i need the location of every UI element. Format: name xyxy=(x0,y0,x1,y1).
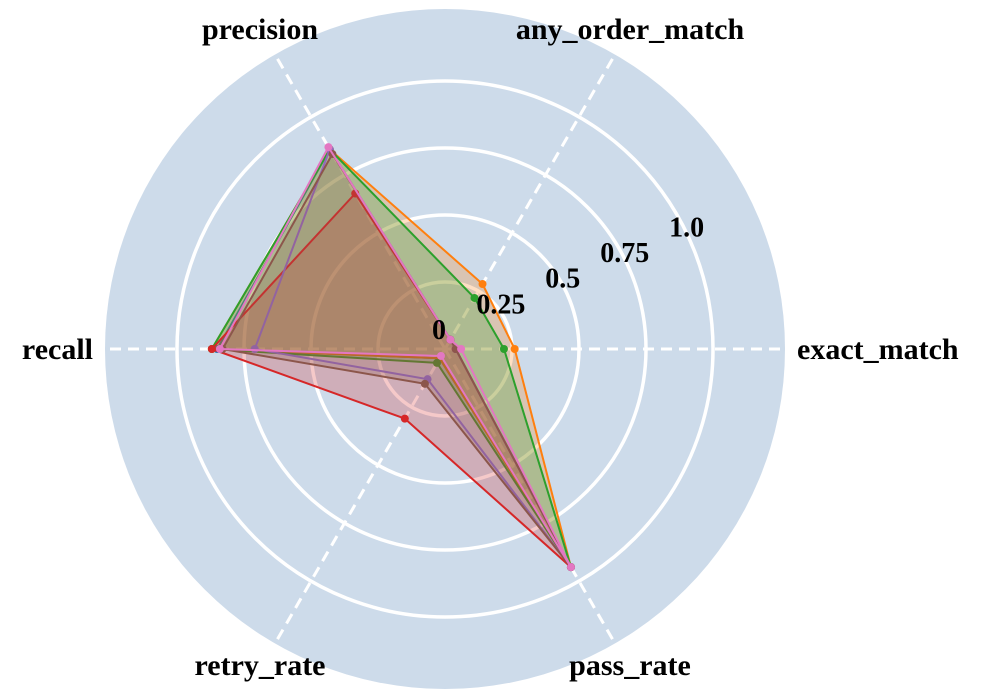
axis-label-exact-match: exact_match xyxy=(797,333,959,366)
data-point xyxy=(207,345,216,353)
series-layer xyxy=(207,143,575,572)
radial-tick-labels: 0 0.25 0.5 0.75 1.0 xyxy=(432,212,704,346)
data-point xyxy=(470,293,479,302)
radial-tick-label: 0.5 xyxy=(545,264,580,295)
data-point xyxy=(400,414,409,423)
radial-tick-label: 1.0 xyxy=(669,212,704,243)
data-point xyxy=(566,563,575,572)
data-point xyxy=(510,345,519,353)
radial-tick-label: 0.75 xyxy=(600,238,649,269)
axis-label-precision: precision xyxy=(202,13,318,46)
data-point xyxy=(478,280,487,289)
data-point xyxy=(432,358,441,367)
axis-label-recall: recall xyxy=(22,333,93,366)
axis-label-pass-rate: pass_rate xyxy=(569,649,691,682)
data-point xyxy=(457,345,466,353)
axis-labels: exact_match any_order_match precision recal… xyxy=(22,13,959,682)
series-7 xyxy=(215,143,575,572)
grid-ring xyxy=(175,79,715,619)
data-point xyxy=(436,351,445,360)
data-point xyxy=(215,345,224,353)
data-point xyxy=(420,379,429,388)
axis-label-retry-rate: retry_rate xyxy=(194,649,325,682)
data-point xyxy=(324,143,333,152)
axis-label-any-order-match: any_order_match xyxy=(516,13,745,46)
axis-spoke xyxy=(273,348,447,645)
radial-tick-label: 0 xyxy=(432,315,446,346)
data-point xyxy=(446,335,455,344)
radial-tick-label: 0.25 xyxy=(476,289,525,320)
axis-spoke xyxy=(443,348,617,645)
data-point xyxy=(499,345,508,353)
